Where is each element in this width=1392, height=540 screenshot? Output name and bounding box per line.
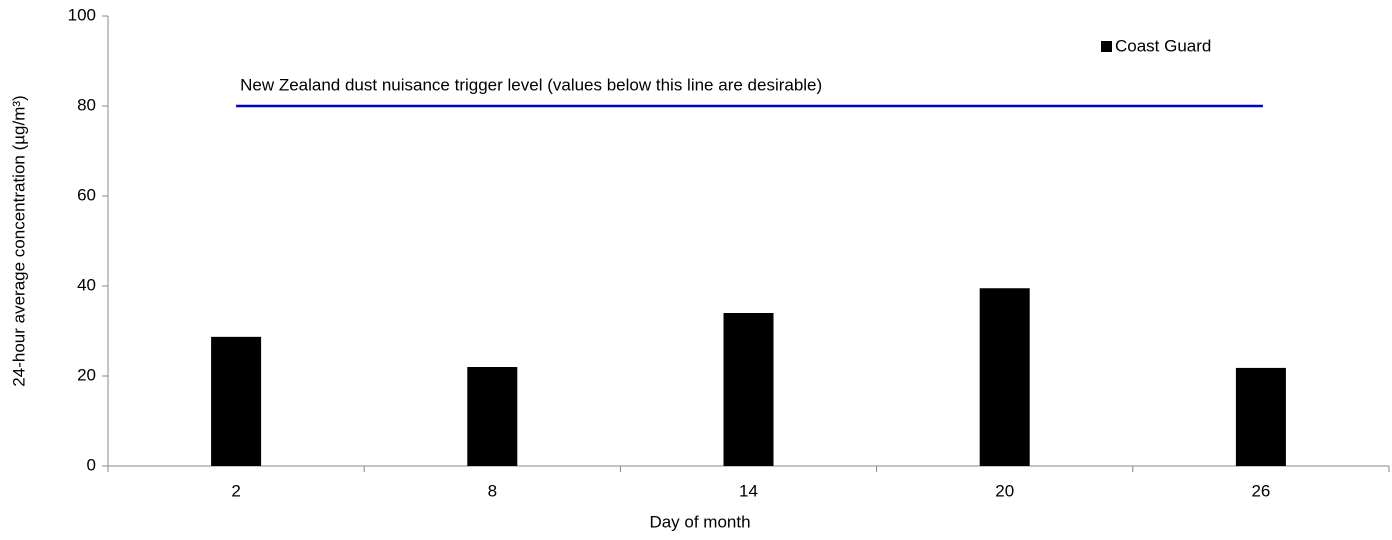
x-tick-label: 20 [995, 481, 1014, 500]
x-tick-label: 8 [488, 481, 497, 500]
y-tick-label: 40 [77, 275, 96, 294]
legend-swatch [1101, 41, 1112, 52]
y-tick-label: 60 [77, 185, 96, 204]
bar [979, 288, 1030, 466]
bar [1235, 367, 1286, 466]
bar [467, 367, 518, 466]
reference-label: New Zealand dust nuisance trigger level … [240, 75, 822, 94]
y-tick-label: 100 [68, 5, 96, 24]
x-tick-label: 14 [739, 481, 758, 500]
y-tick-label: 0 [87, 455, 96, 474]
x-tick-label: 2 [231, 481, 240, 500]
x-axis-title: Day of month [649, 512, 750, 531]
x-tick-label: 26 [1251, 481, 1270, 500]
bar [723, 313, 774, 466]
legend-label: Coast Guard [1115, 36, 1211, 55]
y-tick-label: 20 [77, 365, 96, 384]
y-axis-title: 24-hour average concentration (µg/m³) [9, 95, 28, 386]
y-tick-label: 80 [77, 95, 96, 114]
bar [211, 336, 262, 466]
